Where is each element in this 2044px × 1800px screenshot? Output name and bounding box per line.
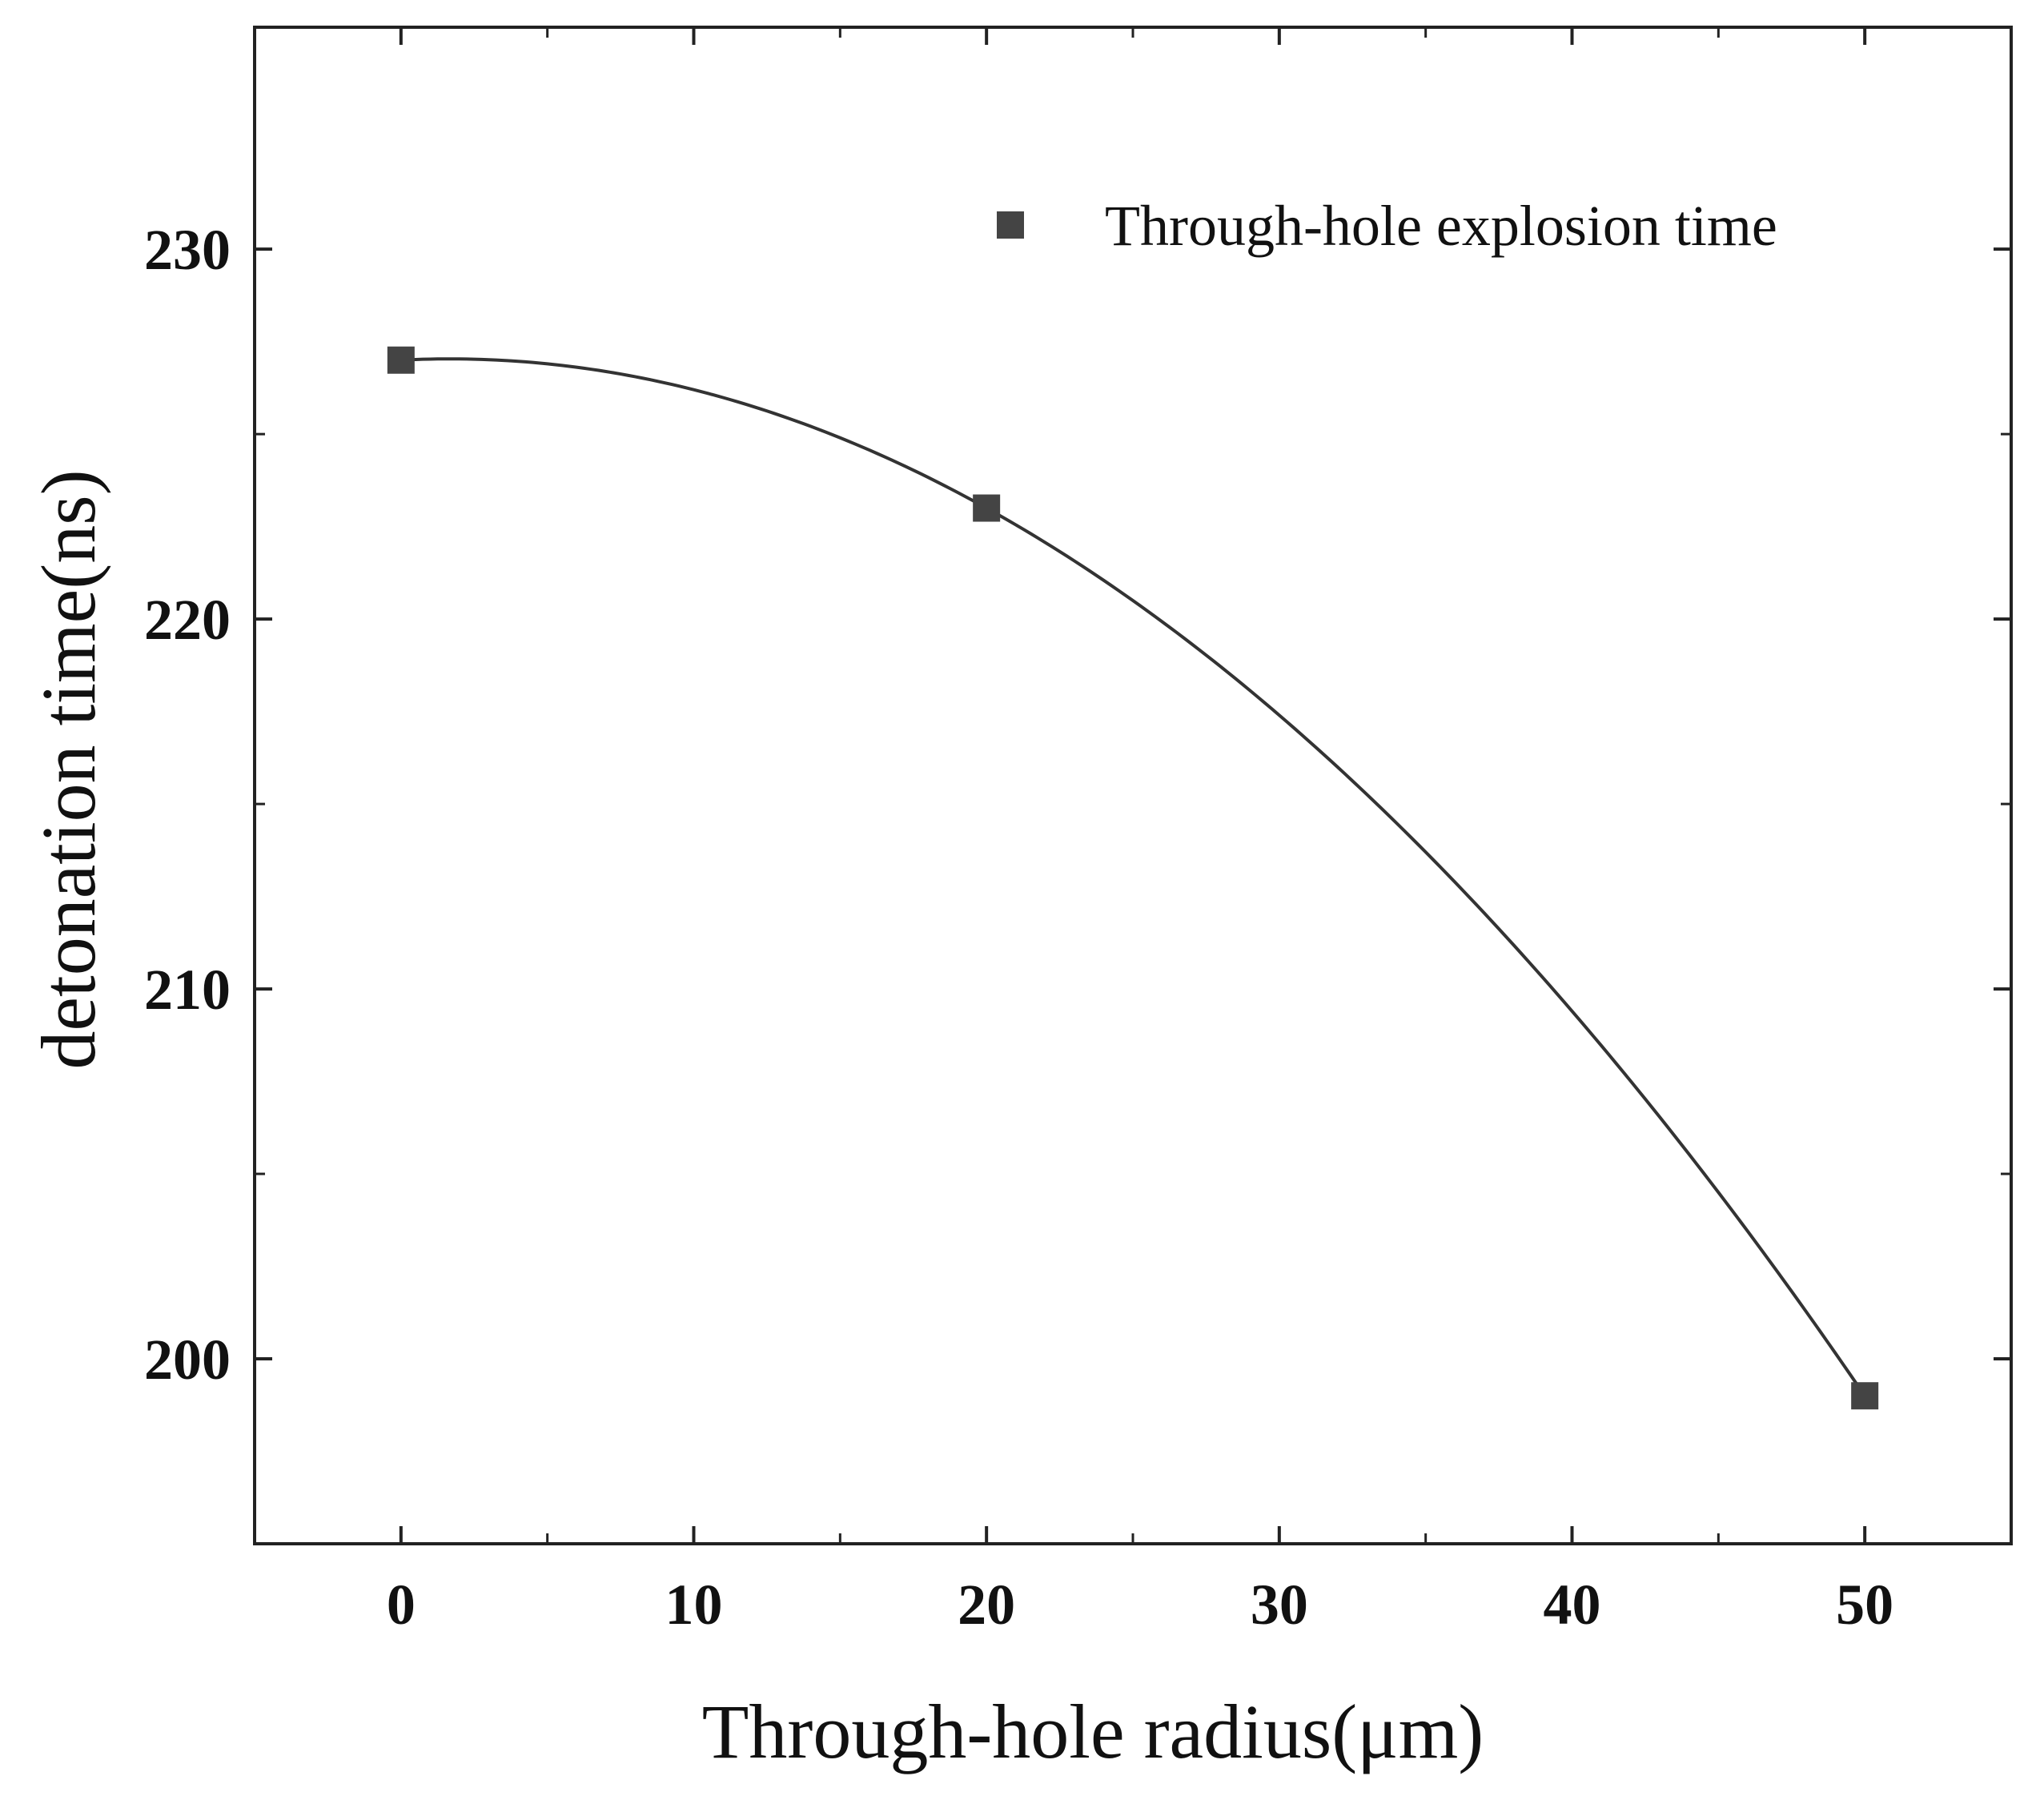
legend-label: Through-hole explosion time: [1105, 194, 1777, 258]
data-point: [1851, 1382, 1879, 1410]
plot-area: [387, 346, 1879, 1410]
x-tick-label: 30: [1251, 1573, 1308, 1637]
legend-marker: [997, 211, 1024, 239]
y-tick-label: 220: [144, 588, 231, 652]
legend: Through-hole explosion time: [997, 194, 1777, 258]
y-tick-label: 200: [144, 1328, 231, 1392]
x-tick-label: 0: [387, 1573, 416, 1637]
x-axis-title: Through-hole radius(μm): [702, 1689, 1484, 1774]
x-tick-label: 10: [665, 1573, 723, 1637]
data-point: [387, 346, 415, 374]
y-tick-label: 210: [144, 958, 231, 1022]
data-point: [973, 494, 1001, 522]
x-tick-label: 50: [1836, 1573, 1893, 1637]
x-tick-label: 20: [958, 1573, 1015, 1637]
y-tick-label: 230: [144, 218, 231, 282]
axes: 0 10 20 30 40 50 200 210 220 230: [144, 26, 2013, 1637]
x-tick-label: 40: [1544, 1573, 1601, 1637]
fit-curve: [400, 357, 1866, 1397]
y-axis-title: detonation time(ns): [26, 469, 111, 1069]
